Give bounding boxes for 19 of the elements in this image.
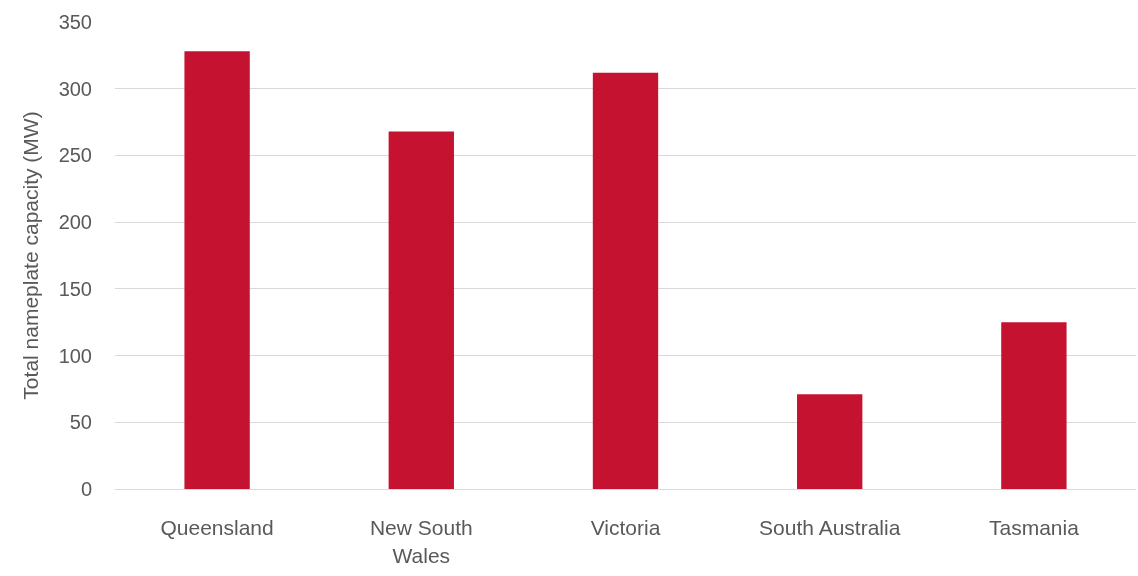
y-tick-label: 350: [58, 11, 92, 33]
y-tick-label: 250: [58, 144, 92, 167]
bar: [797, 394, 863, 489]
y-tick-label: 300: [58, 77, 92, 100]
bar: [592, 72, 659, 489]
x-tick-label: New South Wales: [369, 516, 473, 567]
x-tick-label: South Australia: [759, 516, 901, 540]
bar: [388, 131, 454, 489]
x-tick-label: Tasmania: [988, 516, 1080, 540]
bar: [184, 51, 250, 489]
y-tick-label: 200: [58, 211, 92, 234]
y-tick-label: 100: [58, 344, 92, 367]
y-tick-label: 50: [69, 411, 92, 434]
x-tick-label: Queensland: [160, 516, 274, 540]
x-tick-label: Victoria: [590, 516, 661, 540]
y-axis-title: Total nameplate capacity (MW): [18, 111, 42, 400]
y-tick-label: 150: [58, 277, 92, 300]
y-tick-label: 0: [80, 478, 92, 500]
bar: [1001, 322, 1067, 489]
